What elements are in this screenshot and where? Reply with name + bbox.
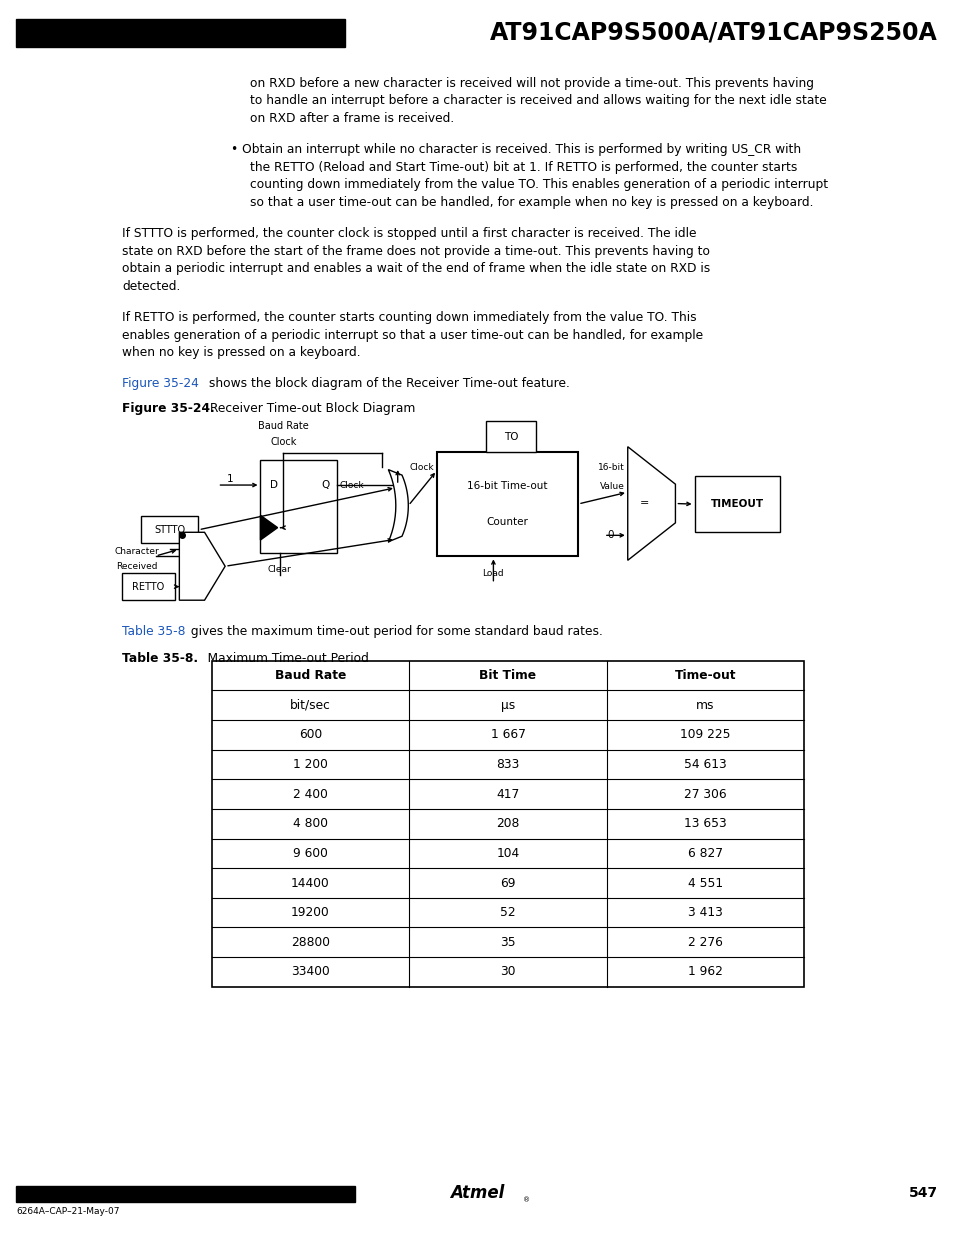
Text: enables generation of a periodic interrupt so that a user time-out can be handle: enables generation of a periodic interru…: [122, 329, 702, 342]
Text: 417: 417: [496, 788, 519, 800]
Text: 33400: 33400: [291, 966, 330, 978]
Text: 833: 833: [496, 758, 519, 771]
Text: obtain a periodic interrupt and enables a wait of the end of frame when the idle: obtain a periodic interrupt and enables …: [122, 262, 710, 275]
Text: Baud Rate: Baud Rate: [274, 669, 346, 682]
Text: 52: 52: [499, 906, 516, 919]
Text: 2 276: 2 276: [687, 936, 722, 948]
Text: to handle an interrupt before a character is received and allows waiting for the: to handle an interrupt before a characte…: [250, 95, 826, 107]
Text: 0: 0: [607, 530, 613, 541]
Text: gives the maximum time-out period for some standard baud rates.: gives the maximum time-out period for so…: [187, 625, 602, 638]
Polygon shape: [179, 532, 225, 600]
Text: TIMEOUT: TIMEOUT: [710, 499, 763, 509]
Text: Received: Received: [115, 562, 157, 571]
Text: the RETTO (Reload and Start Time-out) bit at 1. If RETTO is performed, the count: the RETTO (Reload and Start Time-out) bi…: [250, 161, 797, 174]
Bar: [436, 452, 578, 557]
Bar: [16, 1186, 355, 1202]
Text: Atmel: Atmel: [450, 1184, 503, 1202]
Text: 28800: 28800: [291, 936, 330, 948]
Text: Table 35-8.: Table 35-8.: [122, 652, 198, 664]
Text: 1 962: 1 962: [687, 966, 722, 978]
Text: If RETTO is performed, the counter starts counting down immediately from the val: If RETTO is performed, the counter start…: [122, 310, 696, 324]
Text: Receiver Time-out Block Diagram: Receiver Time-out Block Diagram: [206, 401, 415, 415]
Text: Clock: Clock: [339, 480, 364, 489]
Text: Clock: Clock: [409, 463, 434, 472]
Text: 600: 600: [298, 729, 322, 741]
Bar: [260, 459, 336, 552]
Text: 54 613: 54 613: [683, 758, 726, 771]
Bar: [486, 421, 536, 452]
Text: If STTTO is performed, the counter clock is stopped until a first character is r: If STTTO is performed, the counter clock…: [122, 226, 696, 240]
Text: ms: ms: [696, 699, 714, 711]
Text: Figure 35-24: Figure 35-24: [122, 377, 199, 390]
Text: 1: 1: [227, 473, 233, 484]
Text: state on RXD before the start of the frame does not provide a time-out. This pre: state on RXD before the start of the fra…: [122, 245, 709, 258]
Text: when no key is pressed on a keyboard.: when no key is pressed on a keyboard.: [122, 346, 360, 359]
Text: Value: Value: [599, 482, 624, 492]
Text: 19200: 19200: [291, 906, 330, 919]
Text: 6264A–CAP–21-May-07: 6264A–CAP–21-May-07: [16, 1207, 119, 1215]
Text: 16-bit Time-out: 16-bit Time-out: [467, 482, 547, 492]
Text: shows the block diagram of the Receiver Time-out feature.: shows the block diagram of the Receiver …: [205, 377, 569, 390]
Text: 30: 30: [499, 966, 516, 978]
Text: Figure 35-24.: Figure 35-24.: [122, 401, 214, 415]
Text: 3 413: 3 413: [687, 906, 722, 919]
Text: Table 35-8: Table 35-8: [122, 625, 186, 638]
Text: counting down immediately from the value TO. This enables generation of a period: counting down immediately from the value…: [250, 178, 827, 191]
Text: Time-out: Time-out: [674, 669, 736, 682]
Text: 208: 208: [496, 818, 519, 830]
Text: Maximum Time-out Period: Maximum Time-out Period: [192, 652, 368, 664]
Text: Counter: Counter: [486, 517, 528, 527]
Polygon shape: [388, 469, 408, 542]
Bar: [16, 19, 345, 47]
Text: TO: TO: [503, 431, 517, 442]
Text: 1 667: 1 667: [490, 729, 525, 741]
Polygon shape: [627, 447, 675, 561]
Text: 13 653: 13 653: [683, 818, 726, 830]
Text: ®: ®: [522, 1198, 529, 1203]
Text: Character: Character: [114, 547, 158, 556]
Text: D: D: [270, 480, 277, 490]
Text: 547: 547: [907, 1186, 937, 1200]
Text: 109 225: 109 225: [679, 729, 730, 741]
Text: μs: μs: [500, 699, 515, 711]
Text: 27 306: 27 306: [683, 788, 726, 800]
Text: RETTO: RETTO: [132, 582, 164, 592]
Text: 14400: 14400: [291, 877, 330, 889]
Text: 104: 104: [496, 847, 519, 860]
Text: 4 800: 4 800: [293, 818, 328, 830]
Bar: [122, 573, 174, 600]
Text: STTTO: STTTO: [154, 525, 185, 535]
Text: AT91CAP9S500A/AT91CAP9S250A: AT91CAP9S500A/AT91CAP9S250A: [490, 21, 937, 44]
Text: 6 827: 6 827: [687, 847, 722, 860]
Text: Clear: Clear: [268, 566, 291, 574]
Text: 1 200: 1 200: [293, 758, 328, 771]
Text: Bit Time: Bit Time: [479, 669, 536, 682]
Text: 4 551: 4 551: [687, 877, 722, 889]
Text: 2 400: 2 400: [293, 788, 328, 800]
Text: on RXD after a frame is received.: on RXD after a frame is received.: [250, 112, 454, 126]
Bar: [141, 516, 198, 543]
Text: Load: Load: [482, 569, 504, 578]
Bar: [694, 477, 780, 532]
Text: 16-bit: 16-bit: [598, 463, 624, 472]
Text: on RXD before a new character is received will not provide a time-out. This prev: on RXD before a new character is receive…: [250, 77, 813, 90]
Text: so that a user time-out can be handled, for example when no key is pressed on a : so that a user time-out can be handled, …: [250, 196, 813, 210]
Text: Q: Q: [320, 480, 329, 490]
Text: bit/sec: bit/sec: [290, 699, 331, 711]
Text: =: =: [639, 499, 648, 509]
Text: Clock: Clock: [270, 437, 296, 447]
Text: 9 600: 9 600: [293, 847, 328, 860]
Text: • Obtain an interrupt while no character is received. This is performed by writi: • Obtain an interrupt while no character…: [231, 142, 801, 156]
Polygon shape: [260, 515, 277, 540]
Text: detected.: detected.: [122, 280, 180, 294]
Text: Baud Rate: Baud Rate: [257, 421, 309, 431]
Text: 35: 35: [499, 936, 516, 948]
Text: 69: 69: [499, 877, 516, 889]
Bar: [212, 661, 803, 987]
